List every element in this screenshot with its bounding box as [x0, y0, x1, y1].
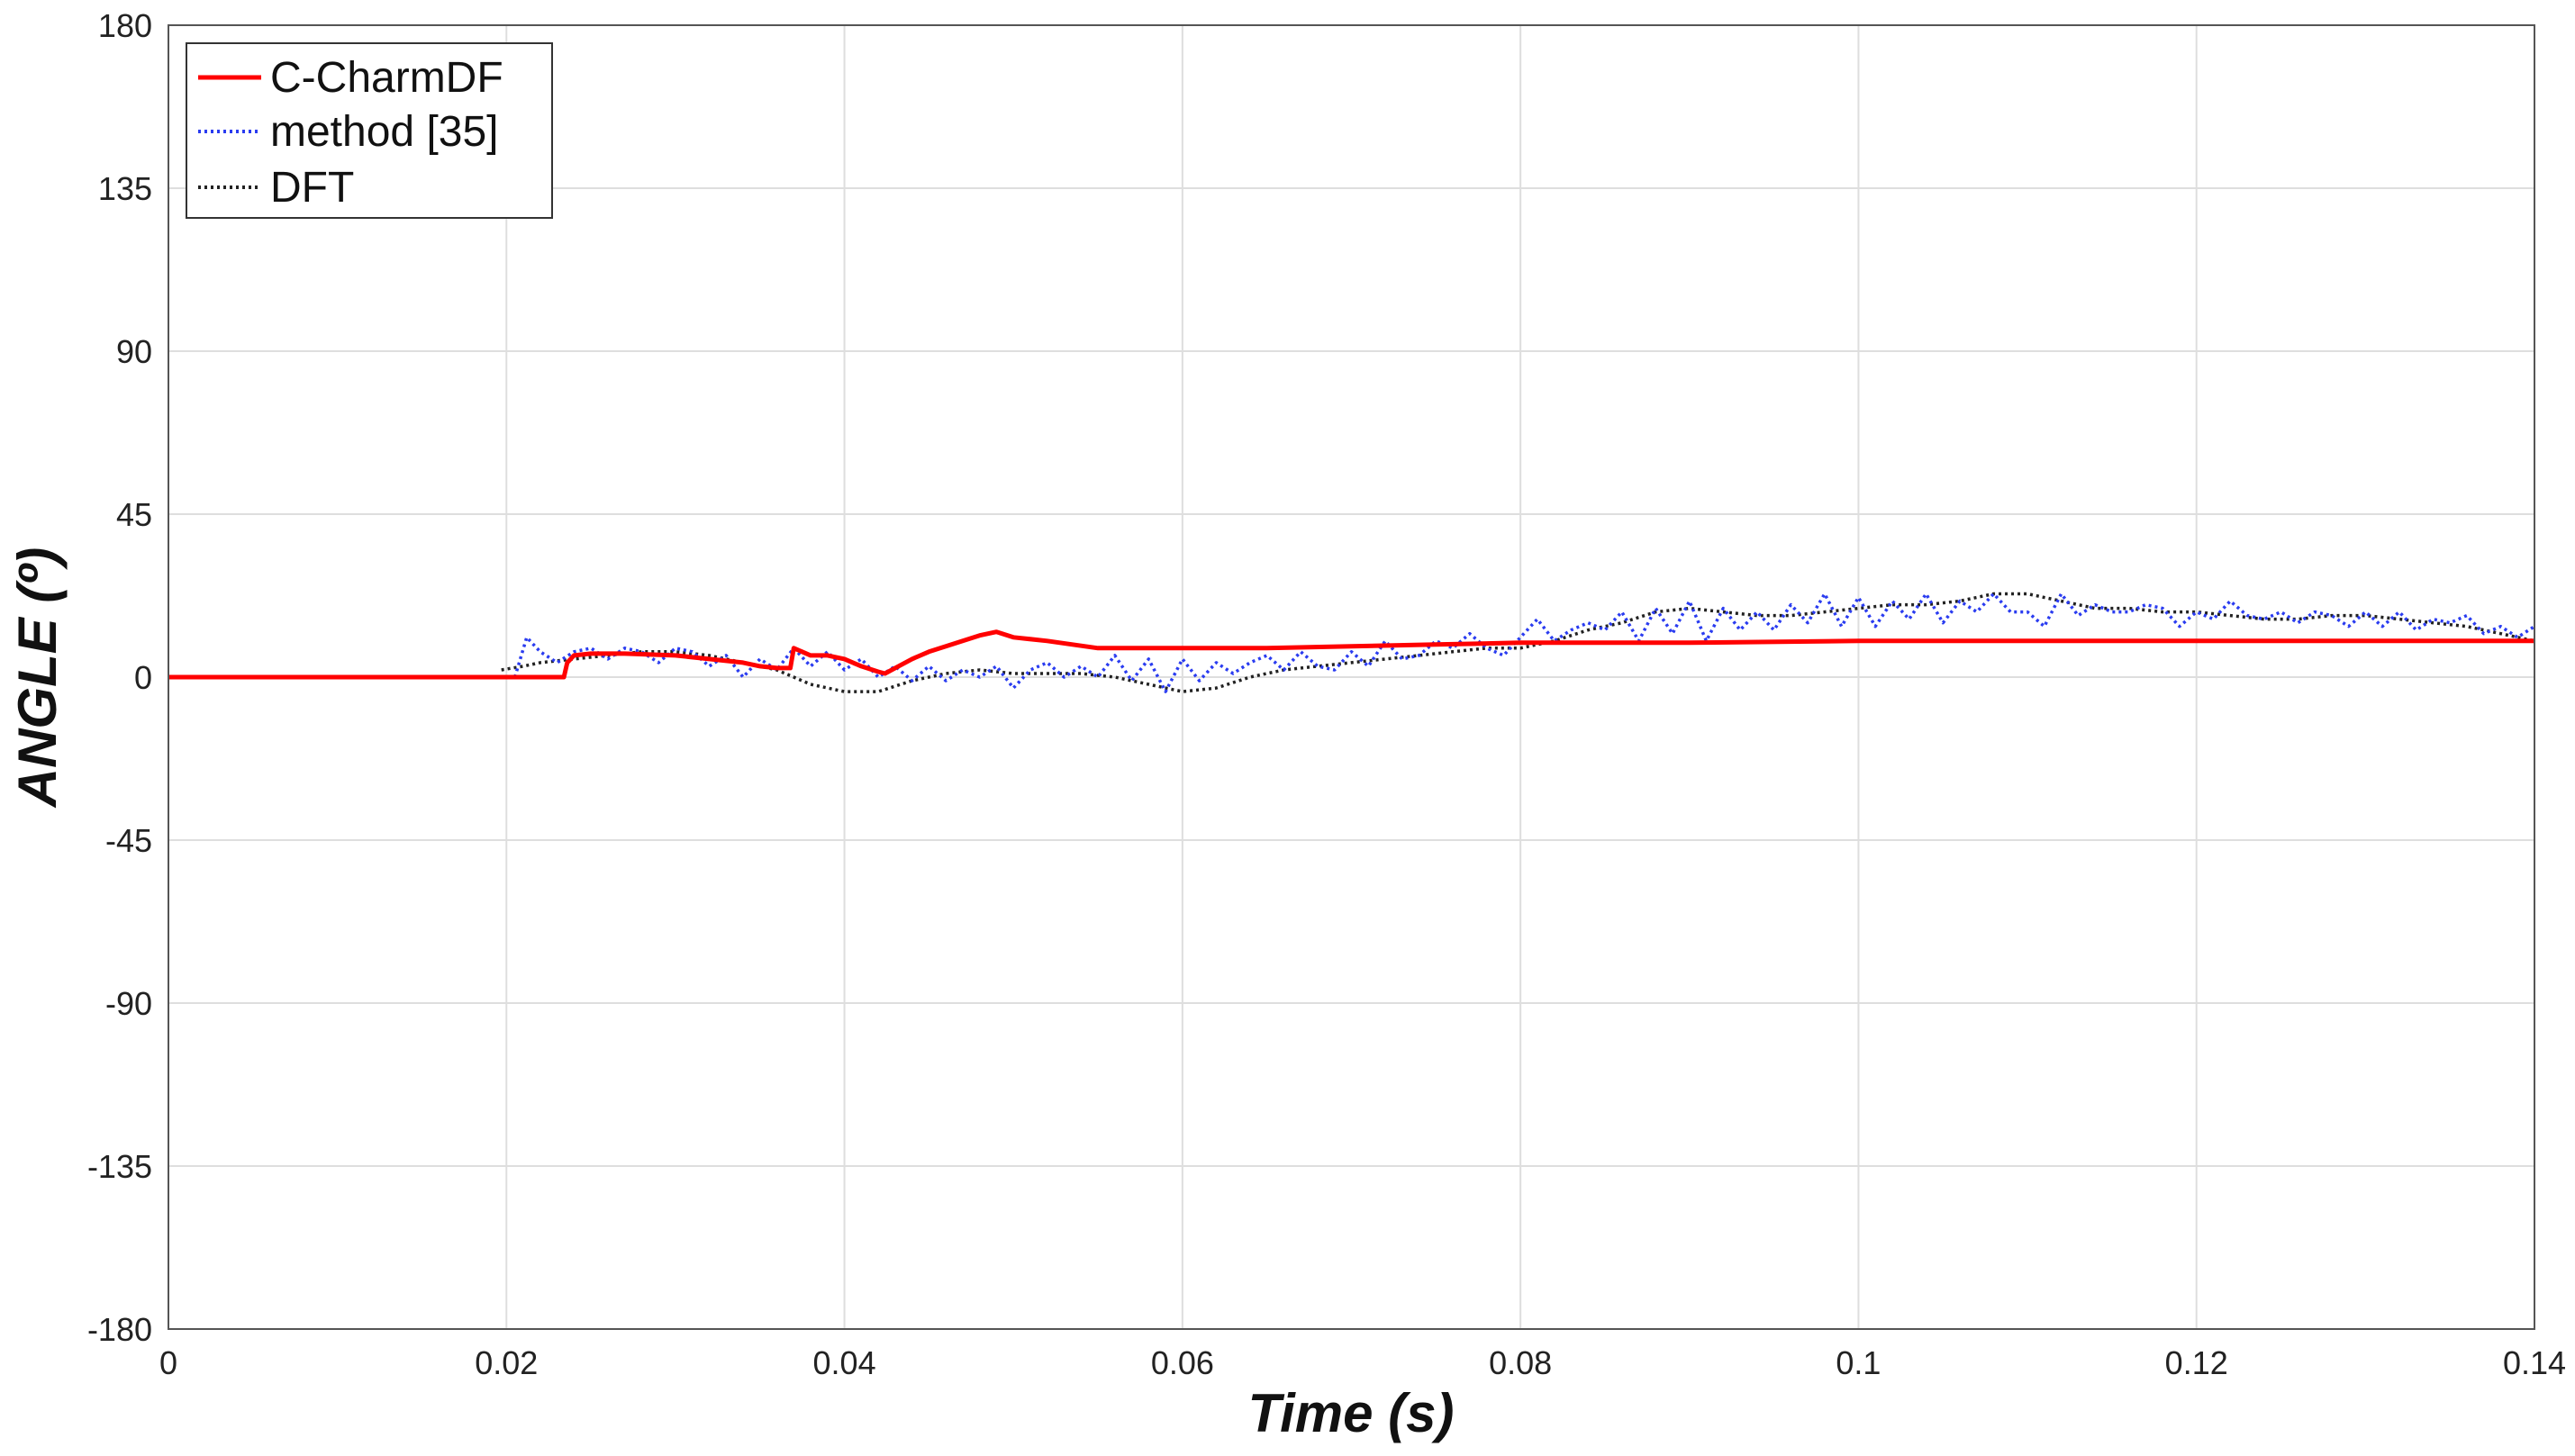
legend-box [186, 42, 553, 219]
y-tick-label: 0 [134, 659, 152, 696]
x-tick-label: 0.02 [475, 1344, 538, 1381]
legend: C-CharmDF method [35] DFT [186, 42, 553, 219]
x-axis-ticks: 0 0.02 0.04 0.06 0.08 0.1 0.12 0.14 [159, 1344, 2566, 1381]
y-tick-label: 45 [116, 496, 152, 533]
x-tick-label: 0 [159, 1344, 177, 1381]
y-tick-label: 90 [116, 333, 152, 370]
y-tick-label: -45 [105, 822, 152, 859]
series-line-dft [501, 592, 2535, 693]
legend-label-c-charmdf: C-CharmDF [270, 54, 503, 102]
plot-frame [168, 24, 2535, 1330]
x-tick-label: 0.08 [1489, 1344, 1552, 1381]
x-tick-label: 0.04 [813, 1344, 876, 1381]
data-series [168, 592, 2535, 693]
x-tick-label: 0.12 [2165, 1344, 2228, 1381]
y-tick-label: -90 [105, 985, 152, 1022]
series-line-c-charmdf [168, 629, 2534, 680]
series-line-method-35 [513, 592, 2535, 693]
legend-label-dft: DFT [270, 164, 354, 212]
x-tick-label: 0.06 [1151, 1344, 1214, 1381]
legend-label-method-35: method [35] [270, 108, 499, 156]
x-tick-label: 0.1 [1836, 1344, 1881, 1381]
y-tick-label: 180 [98, 7, 152, 44]
y-tick-label: 135 [98, 170, 152, 207]
x-tick-label: 0.14 [2503, 1344, 2566, 1381]
y-tick-label: -180 [87, 1311, 152, 1348]
y-tick-label: -135 [87, 1148, 152, 1185]
y-axis-ticks: 180 135 90 45 0 -45 -90 -135 -180 [87, 7, 152, 1348]
y-axis-label: ANGLE (º) [7, 547, 68, 809]
x-axis-label: Time (s) [1248, 1383, 1455, 1443]
